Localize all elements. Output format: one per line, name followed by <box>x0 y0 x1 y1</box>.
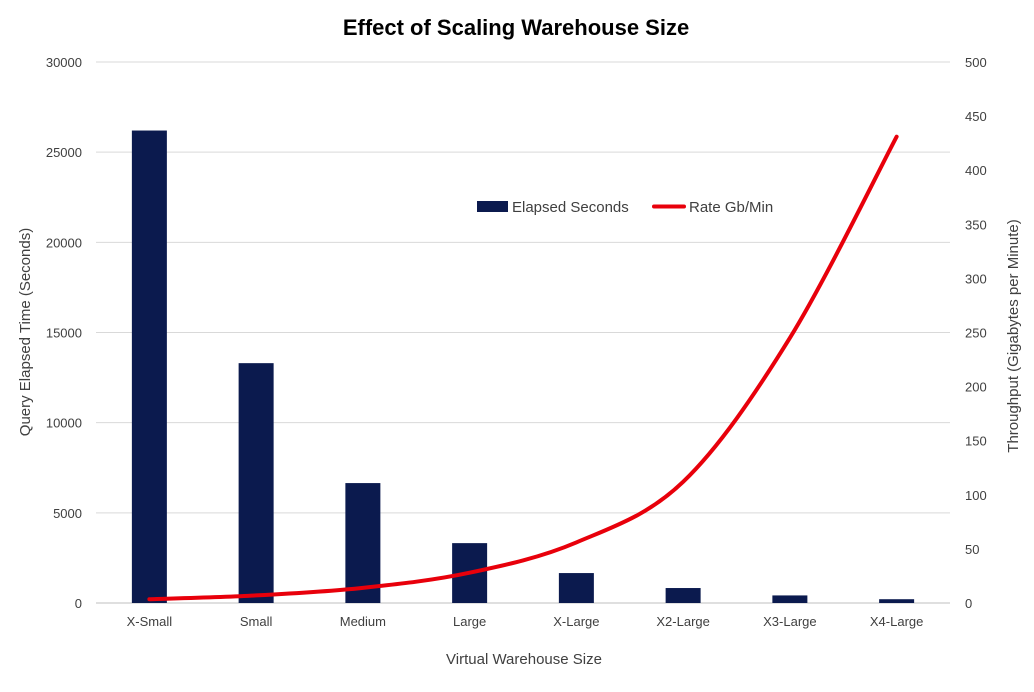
bar-x2-large <box>665 588 701 603</box>
line-series <box>147 134 899 602</box>
right-tick-label: 0 <box>965 596 972 611</box>
left-tick-label: 0 <box>75 596 82 611</box>
bar-x3-large <box>772 595 808 603</box>
right-tick-label: 500 <box>965 55 987 70</box>
legend: Elapsed Seconds Rate Gb/Min <box>477 199 773 216</box>
bar-x-large <box>558 573 594 603</box>
bar-small <box>238 363 274 603</box>
right-tick-label: 100 <box>965 488 987 503</box>
right-tick-label: 50 <box>965 542 979 557</box>
bar-x-small <box>131 130 167 603</box>
x-tick-label: Small <box>240 614 273 629</box>
rate-line <box>147 134 899 602</box>
right-axis-label: Throughput (Gigabytes per Minute) <box>1005 219 1022 452</box>
gridlines <box>96 61 950 604</box>
x-tick-label: Large <box>453 614 486 629</box>
right-tick-label: 400 <box>965 163 987 178</box>
right-tick-label: 350 <box>965 217 987 232</box>
left-tick-label: 15000 <box>46 326 82 341</box>
chart-title: Effect of Scaling Warehouse Size <box>343 15 689 40</box>
right-tick-label: 250 <box>965 326 987 341</box>
bar-series <box>131 130 915 603</box>
x-tick-label: X2-Large <box>656 614 709 629</box>
left-axis-label: Query Elapsed Time (Seconds) <box>17 228 34 436</box>
x-tick-label: X3-Large <box>763 614 816 629</box>
left-tick-label: 5000 <box>53 506 82 521</box>
legend-label-rate: Rate Gb/Min <box>689 199 773 216</box>
legend-label-elapsed-seconds: Elapsed Seconds <box>512 199 629 216</box>
x-tick-label: X4-Large <box>870 614 923 629</box>
right-tick-label: 150 <box>965 434 987 449</box>
x-tick-label: Medium <box>340 614 386 629</box>
x-axis-ticks: X-Small Small Medium Large X-Large X2-Large X3… <box>127 614 924 629</box>
x-tick-label: X-Small <box>127 614 173 629</box>
right-tick-label: 450 <box>965 109 987 124</box>
x-tick-label: X-Large <box>553 614 599 629</box>
legend-swatch-elapsed-seconds <box>477 201 508 212</box>
bar-x4-large <box>879 599 915 603</box>
left-tick-label: 25000 <box>46 145 82 160</box>
right-tick-label: 200 <box>965 380 987 395</box>
left-axis-ticks: 0 5000 10000 15000 20000 25000 30000 <box>46 55 82 611</box>
left-tick-label: 20000 <box>46 235 82 250</box>
x-axis-label: Virtual Warehouse Size <box>446 651 602 668</box>
right-tick-label: 300 <box>965 271 987 286</box>
right-axis-ticks: 0 50 100 150 200 250 300 350 400 450 500 <box>965 55 987 611</box>
left-tick-label: 30000 <box>46 55 82 70</box>
bar-medium <box>345 483 381 603</box>
left-tick-label: 10000 <box>46 416 82 431</box>
